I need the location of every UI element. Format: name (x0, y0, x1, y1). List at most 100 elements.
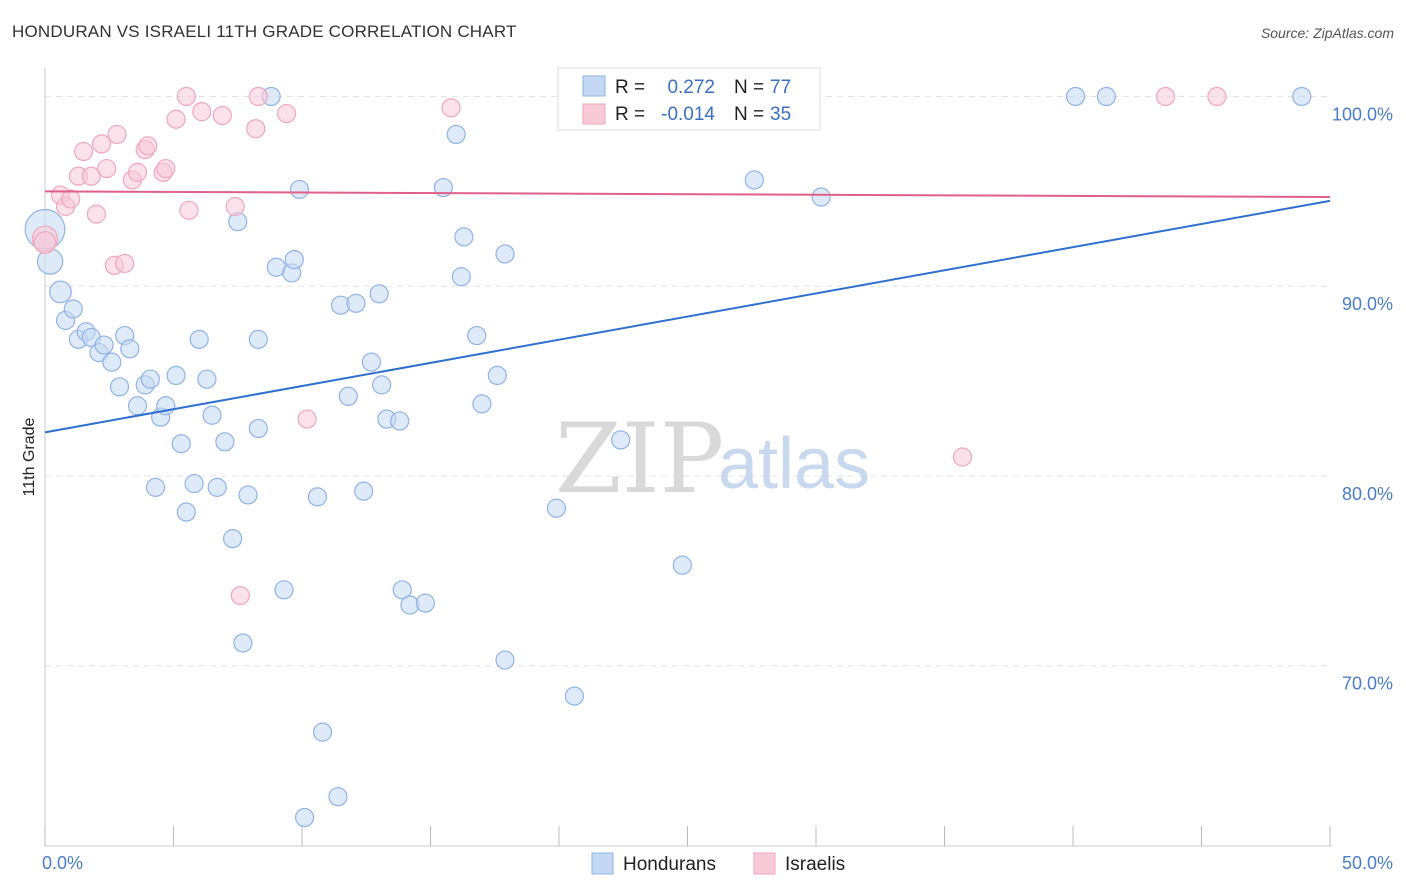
hondurans-point (811, 187, 831, 207)
hondurans-point (354, 481, 374, 501)
hondurans-point (433, 177, 453, 198)
legend-swatch-hondurans (591, 852, 614, 875)
israelis-point (248, 86, 268, 107)
israelis-point (297, 409, 317, 429)
israelis-point (138, 136, 158, 156)
hondurans-point (238, 485, 258, 505)
data-points (24, 86, 1312, 828)
hondurans-point (372, 375, 392, 395)
y-tick-label: 90.0% (1342, 294, 1393, 314)
hondurans-point (166, 365, 186, 386)
gridlines (45, 95, 1330, 667)
y-tick-label: 100.0% (1332, 104, 1393, 124)
hondurans-point (390, 411, 410, 431)
legend-r-value: 0.272 (667, 77, 715, 98)
hondurans-point (189, 329, 209, 349)
x-ticks (44, 826, 1331, 846)
hondurans-point (495, 244, 515, 264)
hondurans-point (338, 386, 358, 406)
hondurans-point (446, 124, 466, 145)
hondurans-point (49, 280, 72, 304)
hondurans-point (346, 293, 366, 313)
israelis-trend-line (44, 190, 1331, 199)
hondurans-point (171, 434, 191, 454)
israelis-point (230, 585, 250, 606)
chart-title: HONDURAN VS ISRAELI 11TH GRADE CORRELATI… (12, 22, 517, 41)
israelis-point (176, 86, 196, 107)
israelis-point (73, 141, 94, 162)
israelis-point (276, 103, 297, 124)
hondurans-point (63, 299, 83, 319)
hondurans-point (102, 352, 122, 372)
watermark: ZIP atlas (555, 403, 870, 515)
israelis-point (246, 119, 266, 139)
hondurans-point (467, 325, 487, 346)
hondurans-point (233, 633, 253, 653)
source-label: Source: ZipAtlas.com (1260, 25, 1394, 41)
hondurans-point (495, 650, 515, 670)
hondurans-point (94, 335, 114, 355)
hondurans-point (307, 487, 328, 507)
legend-n-value: 35 (770, 104, 791, 125)
israelis-point (97, 158, 117, 179)
hondurans-point (564, 686, 585, 706)
y-tick-label: 80.0% (1342, 484, 1393, 504)
hondurans-point (289, 179, 310, 200)
israelis-point (156, 158, 176, 179)
legend-series: Hondurans Israelis (591, 852, 845, 875)
hondurans-point (248, 329, 268, 349)
hondurans-point (120, 339, 140, 359)
israelis-point (179, 200, 199, 220)
hondurans-point (611, 430, 631, 450)
watermark-atlas: atlas (718, 424, 870, 504)
hondurans-point (328, 787, 348, 807)
israelis-point (86, 204, 107, 224)
hondurans-point (127, 396, 148, 416)
hondurans-point (312, 722, 333, 742)
israelis-point (1207, 86, 1227, 107)
hondurans-point (176, 502, 196, 522)
y-tick-label: 70.0% (1342, 674, 1393, 694)
israelis-point (127, 162, 148, 182)
israelis-point (81, 166, 101, 186)
axes (44, 68, 1332, 847)
israelis-point (91, 134, 112, 154)
legend-r-label: R = (615, 77, 645, 98)
hondurans-point (487, 365, 507, 386)
hondurans-point (215, 432, 235, 452)
israelis-point (61, 189, 81, 209)
watermark-zip: ZIP (555, 403, 724, 515)
hondurans-trend-line (44, 199, 1331, 434)
legend-label-hondurans: Hondurans (623, 854, 716, 875)
hondurans-point (392, 580, 412, 600)
x-tick-label-right: 50.0% (1342, 853, 1393, 873)
legend-n-label: N = (734, 77, 764, 98)
hondurans-point (369, 284, 389, 304)
hondurans-point (284, 250, 304, 270)
israelis-point (1155, 86, 1176, 107)
hondurans-point (145, 477, 166, 497)
hondurans-point (361, 352, 381, 372)
israelis-point (115, 253, 135, 274)
hondurans-point (197, 369, 217, 389)
hondurans-point (744, 170, 764, 190)
y-axis-title: 11th Grade (21, 417, 38, 496)
israelis-point (952, 447, 973, 467)
trend-lines (44, 190, 1331, 434)
hondurans-point (207, 477, 227, 497)
hondurans-point (546, 498, 567, 518)
hondurans-point (451, 267, 471, 287)
legend-swatch-israelis (582, 103, 606, 125)
hondurans-point (294, 807, 315, 828)
legend-n-label: N = (734, 104, 764, 125)
israelis-point (441, 98, 461, 118)
israelis-point (107, 124, 127, 145)
legend-swatch-hondurans (582, 75, 606, 97)
legend-r-value: -0.014 (661, 104, 715, 125)
legend-swatch-israelis (753, 852, 776, 875)
hondurans-point (672, 555, 692, 575)
legend-stats: R = 0.272 N = 77 R = -0.014 N = 35 (557, 67, 821, 131)
hondurans-point (184, 473, 204, 494)
hondurans-point (274, 580, 294, 600)
